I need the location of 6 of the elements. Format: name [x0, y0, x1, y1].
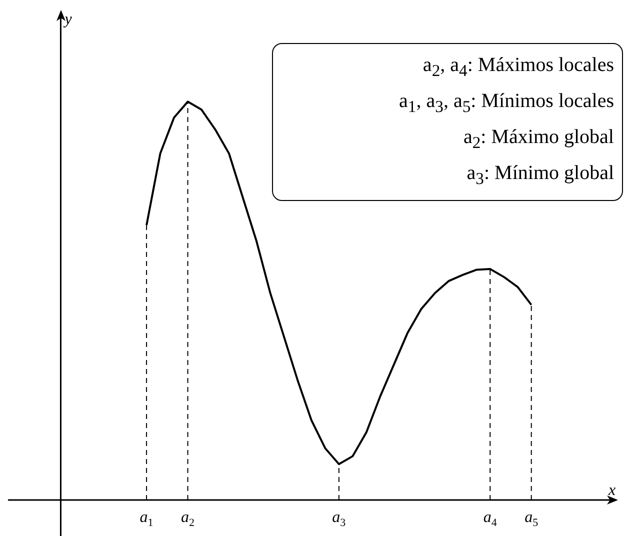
annotation: a$_{3}$: Mínimo global — [466, 161, 614, 190]
x-axis-title: x — [607, 482, 616, 499]
text: y — [62, 11, 73, 28]
annotation: a$_{2}$: Máximo global — [462, 125, 614, 154]
annotation: a$_{1}$, a$_{3}$, a$_{5}$: Mínimos locales — [398, 89, 614, 118]
note-box: a$_{2}$, a$_{4}$: Máximos locales a$_{1}$, a$_{3}$, a$_{5}$: Mínimos locales a$_{2}$: Máximo global a$_{3}$: Mínimo global — [272, 43, 623, 201]
